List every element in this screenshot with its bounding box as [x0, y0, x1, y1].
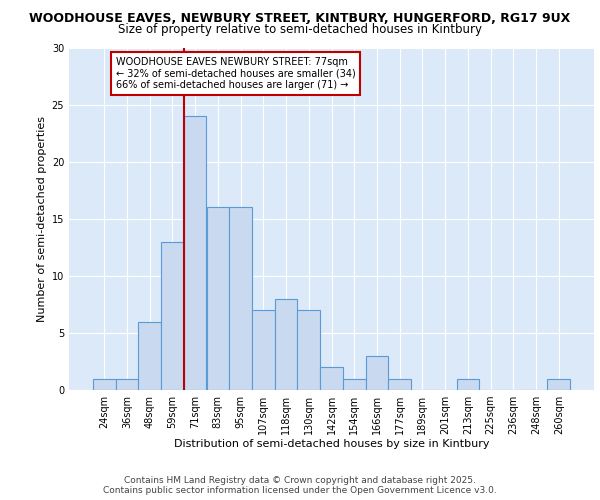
- Bar: [139, 322, 161, 390]
- Y-axis label: Number of semi-detached properties: Number of semi-detached properties: [37, 116, 47, 322]
- Bar: [365, 356, 388, 390]
- Text: WOODHOUSE EAVES, NEWBURY STREET, KINTBURY, HUNGERFORD, RG17 9UX: WOODHOUSE EAVES, NEWBURY STREET, KINTBUR…: [29, 12, 571, 26]
- Bar: [547, 378, 570, 390]
- Bar: [388, 378, 411, 390]
- Bar: [184, 116, 206, 390]
- Bar: [298, 310, 320, 390]
- Bar: [320, 367, 343, 390]
- Text: WOODHOUSE EAVES NEWBURY STREET: 77sqm
← 32% of semi-detached houses are smaller : WOODHOUSE EAVES NEWBURY STREET: 77sqm ← …: [116, 56, 355, 90]
- Bar: [229, 208, 252, 390]
- Bar: [275, 298, 298, 390]
- Bar: [161, 242, 184, 390]
- Bar: [93, 378, 116, 390]
- Text: Size of property relative to semi-detached houses in Kintbury: Size of property relative to semi-detach…: [118, 22, 482, 36]
- Bar: [252, 310, 275, 390]
- X-axis label: Distribution of semi-detached houses by size in Kintbury: Distribution of semi-detached houses by …: [174, 438, 489, 448]
- Bar: [116, 378, 139, 390]
- Text: Contains HM Land Registry data © Crown copyright and database right 2025.
Contai: Contains HM Land Registry data © Crown c…: [103, 476, 497, 495]
- Bar: [457, 378, 479, 390]
- Bar: [206, 208, 229, 390]
- Bar: [343, 378, 365, 390]
